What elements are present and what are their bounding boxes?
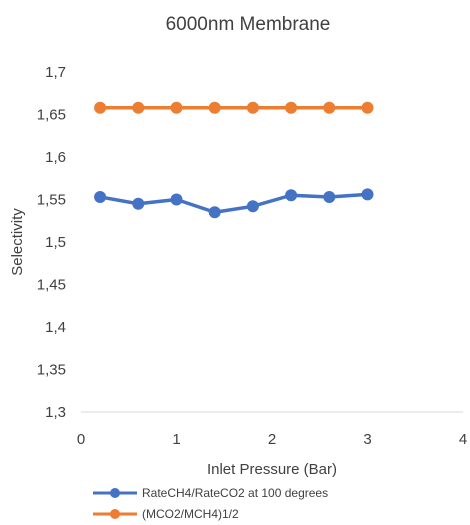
x-tick-label: 1: [172, 431, 180, 448]
y-tick-label: 1,35: [37, 362, 66, 379]
series-1-point: [208, 206, 221, 219]
series-2-point: [132, 101, 145, 114]
series-layer: [94, 101, 374, 219]
y-tick-label: 1,6: [45, 149, 66, 166]
series-1-point: [94, 190, 107, 203]
series-2-point: [246, 101, 259, 114]
series-2-point: [285, 101, 298, 114]
series-1-point: [285, 189, 298, 202]
series-1-point: [361, 188, 374, 201]
y-axis-title: Selectivity: [9, 208, 26, 276]
y-axis-ticks: 1,3 1,35 1,4 1,45 1,5 1,55 1,6 1,65 1,7: [37, 64, 66, 421]
legend-marker: [110, 509, 120, 519]
x-axis-title: Inlet Pressure (Bar): [207, 461, 337, 478]
legend-marker: [110, 488, 120, 498]
series-2-point: [323, 101, 336, 114]
chart-title: 6000nm Membrane: [166, 14, 331, 35]
series-1-point: [323, 190, 336, 203]
y-tick-label: 1,55: [37, 192, 66, 209]
series-2-point: [208, 101, 221, 114]
series-1-point: [132, 197, 145, 210]
legend-label: RateCH4/RateCO2 at 100 degrees: [142, 486, 328, 500]
y-tick-label: 1,45: [37, 277, 66, 294]
series-1-line: [99, 192, 368, 214]
y-tick-label: 1,4: [45, 319, 66, 336]
x-axis-ticks: 0 1 2 3 4: [77, 431, 467, 448]
x-tick-label: 2: [268, 431, 276, 448]
y-tick-label: 1,7: [45, 64, 66, 81]
x-tick-label: 0: [77, 431, 85, 448]
x-tick-label: 4: [459, 431, 467, 448]
y-tick-label: 1,3: [45, 404, 66, 421]
series-1-point: [246, 200, 259, 213]
series-2-point: [94, 101, 107, 114]
x-tick-label: 3: [363, 431, 371, 448]
y-tick-label: 1,65: [37, 107, 66, 124]
series-1-point: [170, 193, 183, 206]
series-2-point: [170, 101, 183, 114]
legend-label: (MCO2/MCH4)1/2: [142, 507, 239, 521]
y-tick-label: 1,5: [45, 234, 66, 251]
legend: RateCH4/RateCO2 at 100 degrees (MCO2/MCH4…: [93, 486, 328, 521]
series-2-point: [361, 101, 374, 114]
